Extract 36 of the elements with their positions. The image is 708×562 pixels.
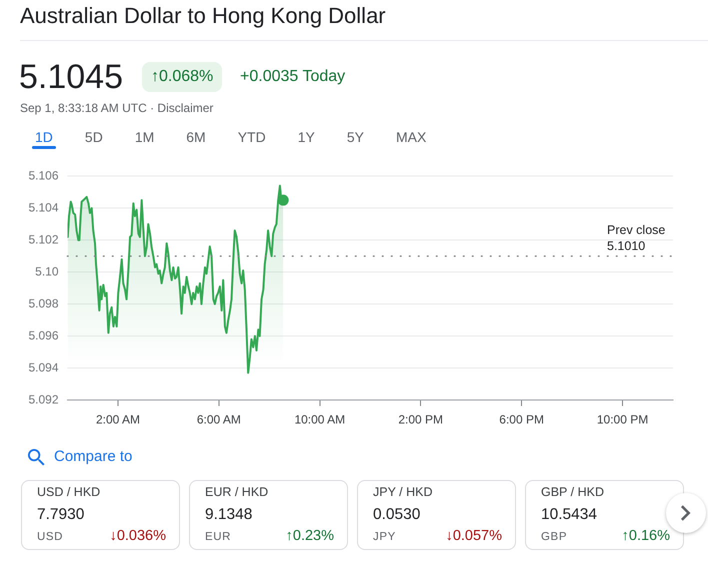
y-tick-label: 5.092 <box>28 392 59 406</box>
x-tick-label: 10:00 PM <box>596 412 648 427</box>
text: 5D <box>84 129 103 145</box>
text: +0.0035 Today <box>240 67 346 87</box>
x-tick-label: 6:00 AM <box>196 412 241 427</box>
category-label: USD / HKD <box>37 484 100 500</box>
category-label: EUR / HKD <box>205 484 268 500</box>
quote-card: JPY / HKD 0.0530 JPY ↓0.057% <box>357 480 516 550</box>
text: MAX <box>396 129 426 145</box>
x-tick-label: 2:00 PM <box>398 412 444 427</box>
badge: ↑0.068% <box>142 62 222 92</box>
y-tick-label: 5.098 <box>28 296 59 310</box>
chart-title: Australian Dollar to Hong Kong Dollar <box>20 3 386 29</box>
category-label: JPY / HKD <box>373 484 433 500</box>
category-label: GBP / HKD <box>541 484 604 500</box>
y-tick-label: 5.106 <box>28 168 59 183</box>
text: 1Y <box>298 129 315 145</box>
text: 5Y <box>346 129 364 145</box>
text: Compare to <box>54 447 132 467</box>
x-tick-label: 2:00 AM <box>96 412 140 427</box>
ref-line-label: Prev close 5.1010 <box>607 223 666 254</box>
text: YTD <box>238 129 266 145</box>
text: 1M <box>134 129 154 145</box>
quote-card: USD / HKD 7.7930 USD ↓0.036% <box>21 480 180 550</box>
y-tick-label: 5.104 <box>28 200 59 214</box>
x-tick-label: 10:00 AM <box>294 412 346 427</box>
chart-subtitle: Sep 1, 8:33:18 AM UTC · Disclaimer <box>20 100 214 116</box>
quote-card: EUR / HKD 9.1348 EUR ↑0.23% <box>189 480 348 550</box>
text: 1D <box>35 129 53 145</box>
text: 5.1045 <box>19 57 123 97</box>
x-tick-label: 6:00 PM <box>499 412 544 427</box>
y-tick-label: 5.094 <box>28 360 59 374</box>
y-tick-label: 5.102 <box>28 232 59 246</box>
text: 6M <box>186 129 206 145</box>
y-tick-label: 5.096 <box>28 328 59 342</box>
y-tick-label: 5.10 <box>35 264 59 278</box>
